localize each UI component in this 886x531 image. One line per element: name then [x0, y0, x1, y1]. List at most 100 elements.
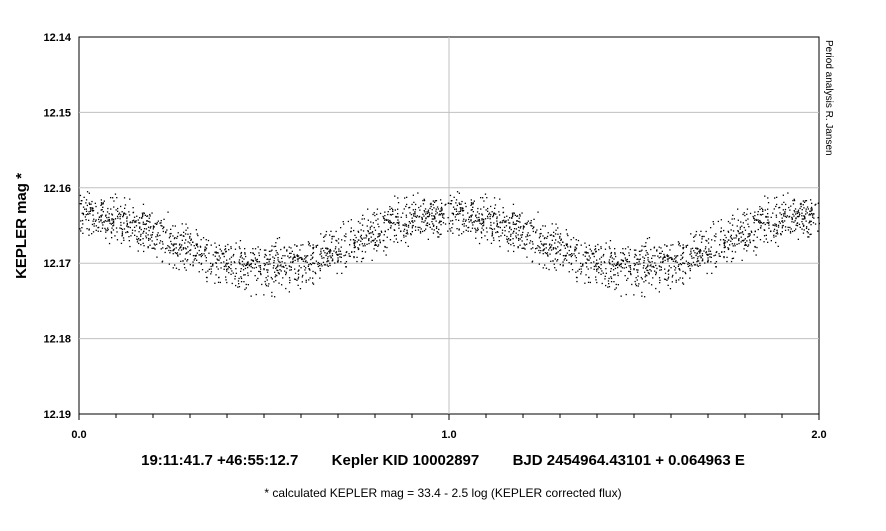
- data-point: [485, 209, 487, 211]
- data-point: [432, 223, 434, 225]
- data-point: [709, 256, 711, 258]
- data-point: [535, 248, 537, 250]
- data-point: [458, 211, 460, 213]
- data-point: [533, 226, 535, 228]
- data-point: [232, 272, 234, 274]
- data-point: [180, 246, 182, 248]
- data-point: [635, 254, 637, 257]
- data-point: [789, 232, 792, 234]
- data-point: [397, 208, 399, 210]
- data-point: [289, 252, 291, 254]
- data-point: [773, 234, 775, 236]
- data-point: [189, 235, 191, 238]
- data-point: [630, 273, 632, 275]
- data-point: [433, 201, 436, 203]
- data-point: [389, 213, 392, 216]
- data-point: [254, 248, 257, 250]
- data-point: [506, 235, 508, 238]
- data-point: [320, 255, 323, 257]
- data-point: [91, 200, 93, 203]
- data-point: [361, 238, 363, 240]
- data-point: [683, 262, 686, 265]
- data-point: [89, 203, 91, 205]
- data-point: [707, 257, 709, 259]
- data-point: [194, 247, 196, 249]
- data-point: [549, 253, 551, 255]
- data-point: [622, 259, 624, 262]
- data-point: [371, 225, 373, 227]
- author-note: Period analysis R. Jansen: [823, 40, 834, 156]
- data-point: [225, 276, 227, 278]
- data-point: [411, 220, 413, 222]
- data-point: [340, 246, 342, 248]
- data-point: [492, 216, 494, 218]
- data-point: [261, 283, 263, 286]
- data-point: [451, 212, 453, 214]
- data-point: [550, 246, 552, 248]
- data-point: [174, 225, 176, 227]
- data-point: [749, 212, 752, 215]
- data-point: [210, 262, 212, 264]
- data-point: [134, 234, 136, 236]
- data-point: [629, 271, 631, 273]
- data-point: [238, 277, 240, 280]
- data-point: [662, 261, 664, 264]
- data-point: [432, 200, 434, 202]
- data-point: [707, 260, 709, 262]
- data-point: [288, 291, 290, 293]
- data-point: [540, 232, 542, 235]
- data-point: [111, 214, 114, 216]
- data-point: [187, 259, 189, 261]
- data-point: [394, 223, 396, 226]
- data-point: [743, 239, 745, 241]
- data-point: [267, 258, 269, 260]
- data-point: [363, 243, 366, 245]
- data-point: [237, 280, 240, 282]
- data-point: [451, 219, 454, 222]
- data-point: [223, 268, 225, 270]
- data-point: [775, 205, 777, 208]
- data-point: [660, 247, 662, 249]
- data-point: [172, 250, 174, 252]
- data-point: [308, 268, 311, 270]
- data-point: [633, 249, 636, 251]
- data-point: [746, 208, 749, 210]
- data-point: [348, 255, 350, 257]
- data-point: [414, 229, 417, 231]
- data-point: [552, 260, 554, 262]
- data-point: [742, 213, 744, 216]
- data-point: [210, 268, 212, 270]
- data-point: [268, 259, 270, 261]
- data-point: [720, 230, 722, 232]
- data-point: [155, 236, 157, 238]
- data-point: [315, 272, 317, 275]
- data-point: [620, 259, 622, 261]
- data-point: [245, 264, 247, 266]
- data-point: [111, 222, 113, 224]
- data-point: [754, 246, 756, 248]
- data-point: [149, 215, 151, 217]
- data-point: [737, 208, 739, 210]
- data-point: [400, 216, 402, 218]
- data-point: [256, 260, 258, 263]
- data-point: [389, 239, 392, 241]
- data-point: [368, 239, 370, 241]
- data-point: [802, 200, 804, 202]
- data-point: [792, 203, 795, 205]
- data-point: [393, 241, 395, 243]
- data-point: [412, 194, 414, 196]
- data-point: [642, 267, 644, 269]
- data-point: [549, 234, 551, 236]
- data-point: [421, 216, 423, 219]
- data-point: [682, 256, 684, 258]
- data-point: [459, 210, 462, 212]
- data-point: [440, 212, 443, 215]
- data-point: [699, 255, 701, 257]
- data-point: [377, 236, 379, 238]
- data-point: [627, 261, 629, 263]
- data-point: [793, 215, 795, 217]
- data-point: [376, 240, 378, 242]
- data-point: [311, 257, 313, 259]
- data-point: [294, 272, 297, 274]
- data-point: [205, 239, 207, 241]
